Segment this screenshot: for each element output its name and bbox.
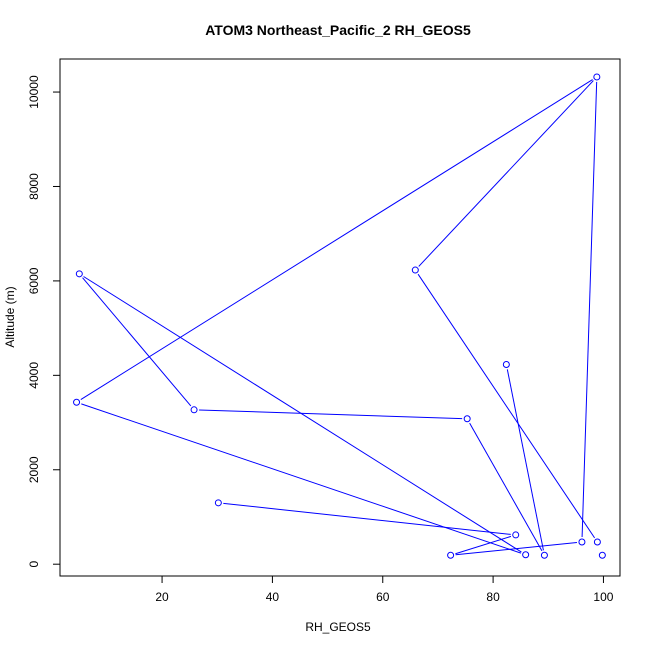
- data-point: [540, 551, 548, 559]
- y-axis: 0 2000 4000 6000 8000 10000: [27, 75, 60, 568]
- series-segment: [199, 409, 463, 420]
- series-points: [73, 73, 606, 559]
- series-segment: [83, 276, 522, 553]
- data-point: [502, 360, 510, 368]
- data-point: [463, 415, 471, 423]
- y-tick-label: 8000: [27, 173, 41, 200]
- y-tick-label: 10000: [27, 75, 41, 109]
- series-lines: [80, 79, 598, 556]
- data-point: [411, 266, 419, 274]
- y-axis-label: Altitude (m): [3, 286, 17, 347]
- plot-area-frame: [59, 58, 621, 577]
- series-segment: [223, 502, 511, 535]
- y-tick-label: 6000: [27, 267, 41, 294]
- y-tick-label: 4000: [27, 362, 41, 389]
- series-segment: [469, 422, 543, 552]
- data-point: [522, 551, 530, 559]
- data-point: [593, 73, 601, 81]
- x-tick-label: 80: [486, 590, 500, 604]
- data-point: [214, 499, 222, 507]
- series-segment: [581, 81, 598, 538]
- data-point: [512, 531, 520, 539]
- series-segment: [80, 79, 593, 401]
- data-point: [190, 406, 198, 414]
- series-segment: [506, 369, 544, 551]
- data-point: [73, 398, 81, 406]
- x-tick-label: 40: [266, 590, 280, 604]
- data-point: [593, 538, 601, 546]
- series-segment: [455, 535, 512, 555]
- series-segment: [418, 80, 594, 267]
- series-segment: [81, 403, 522, 554]
- series-segment: [82, 277, 192, 407]
- y-tick-label: 2000: [27, 456, 41, 483]
- data-point: [578, 538, 586, 546]
- chart-title: ATOM3 Northeast_Pacific_2 RH_GEOS5: [205, 22, 471, 38]
- data-point: [75, 270, 83, 278]
- data-point: [447, 551, 455, 559]
- x-tick-label: 100: [593, 590, 613, 604]
- x-tick-label: 60: [376, 590, 390, 604]
- x-axis: 20 40 60 80 100: [155, 576, 614, 604]
- x-axis-label: RH_GEOS5: [305, 620, 371, 634]
- data-point: [598, 551, 606, 559]
- y-tick-label: 0: [27, 561, 41, 568]
- series-segment: [417, 273, 596, 539]
- x-tick-label: 20: [155, 590, 169, 604]
